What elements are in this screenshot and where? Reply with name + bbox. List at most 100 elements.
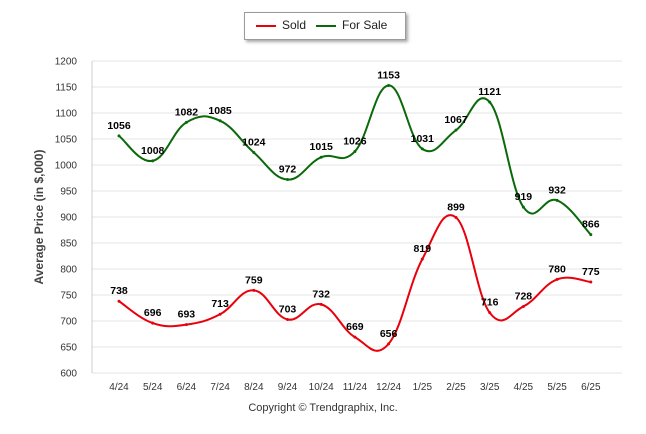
legend-label-for-sale: For Sale bbox=[342, 18, 388, 32]
data-point-sold bbox=[286, 317, 289, 321]
data-point-sold bbox=[521, 304, 525, 308]
data-point-for-sale bbox=[521, 205, 525, 209]
data-point-for-sale bbox=[589, 233, 593, 237]
data-label-sold: 819 bbox=[414, 243, 432, 255]
data-label-sold: 728 bbox=[515, 290, 533, 302]
data-point-sold bbox=[555, 277, 559, 281]
data-label-sold: 732 bbox=[312, 288, 330, 300]
data-label-sold: 696 bbox=[144, 307, 162, 319]
legend-swatch-for-sale bbox=[316, 24, 336, 27]
series-line-for-sale bbox=[118, 84, 592, 236]
x-tick-label: 4/24 bbox=[109, 382, 129, 393]
data-point-sold bbox=[353, 335, 357, 339]
data-label-for-sale: 932 bbox=[548, 184, 566, 196]
data-label-sold: 775 bbox=[582, 266, 600, 278]
data-label-for-sale: 1056 bbox=[107, 120, 131, 132]
x-tick-label: 4/25 bbox=[514, 382, 534, 393]
data-label-sold: 693 bbox=[178, 309, 196, 321]
y-tick-label: 700 bbox=[60, 317, 77, 328]
data-point-for-sale bbox=[184, 120, 188, 124]
legend-swatch-sold bbox=[256, 24, 276, 27]
y-tick-label: 1050 bbox=[55, 135, 78, 146]
x-tick-label: 1/25 bbox=[413, 382, 433, 393]
x-tick-label: 9/24 bbox=[278, 382, 298, 393]
data-label-for-sale: 1082 bbox=[175, 106, 199, 118]
data-label-for-sale: 1085 bbox=[208, 105, 232, 117]
data-label-for-sale: 866 bbox=[582, 219, 600, 231]
data-label-for-sale: 1026 bbox=[343, 135, 367, 147]
data-point-for-sale bbox=[218, 119, 222, 123]
data-label-for-sale: 1008 bbox=[141, 145, 165, 157]
data-label-sold: 899 bbox=[447, 202, 465, 214]
data-label-for-sale: 919 bbox=[515, 191, 533, 203]
data-label-sold: 703 bbox=[279, 303, 297, 315]
data-point-sold bbox=[420, 257, 424, 261]
data-point-for-sale bbox=[387, 83, 391, 87]
x-tick-label: 6/24 bbox=[177, 382, 197, 393]
data-point-for-sale bbox=[252, 151, 256, 155]
y-tick-label: 950 bbox=[60, 187, 77, 198]
data-label-for-sale: 1153 bbox=[377, 69, 400, 81]
data-label-sold: 656 bbox=[380, 328, 398, 340]
y-tick-label: 1000 bbox=[55, 161, 78, 172]
axes: 600 650 700 750 800 850 900 950 1000 1050 1100 1150… bbox=[55, 57, 601, 394]
data-point-for-sale bbox=[454, 128, 458, 132]
data-point-for-sale bbox=[117, 134, 121, 138]
data-label-sold: 669 bbox=[346, 321, 364, 333]
x-tick-label: 5/25 bbox=[547, 382, 567, 393]
data-point-sold bbox=[252, 288, 256, 292]
legend-item-sold[interactable]: Sold bbox=[256, 18, 306, 32]
y-tick-label: 900 bbox=[60, 213, 77, 224]
data-point-for-sale bbox=[555, 198, 559, 202]
x-tick-label: 10/24 bbox=[309, 382, 334, 393]
data-point-sold bbox=[218, 312, 222, 316]
data-point-sold bbox=[319, 302, 323, 306]
data-point-sold bbox=[117, 299, 121, 303]
y-axis-title: Average Price (in $,000) bbox=[32, 149, 46, 285]
grid bbox=[92, 60, 622, 374]
data-point-for-sale bbox=[319, 155, 323, 159]
x-tick-label: 12/24 bbox=[376, 382, 401, 393]
data-label-for-sale: 972 bbox=[279, 164, 297, 176]
x-tick-label: 7/24 bbox=[210, 382, 230, 393]
data-label-for-sale: 1067 bbox=[444, 114, 468, 126]
data-label-for-sale: 1024 bbox=[242, 137, 266, 149]
data-label-sold: 738 bbox=[110, 285, 128, 297]
x-tick-label: 11/24 bbox=[343, 382, 368, 393]
legend: Sold For Sale bbox=[244, 12, 406, 40]
data-point-for-sale bbox=[353, 149, 357, 153]
data-label-for-sale: 1015 bbox=[310, 141, 334, 153]
data-point-sold bbox=[184, 323, 188, 327]
y-tick-label: 750 bbox=[60, 291, 77, 302]
x-tick-label: 8/24 bbox=[244, 382, 264, 393]
copyright-credit: Copyright © Trendgraphix, Inc. bbox=[248, 402, 398, 414]
data-label-sold: 716 bbox=[481, 297, 499, 309]
legend-label-sold: Sold bbox=[282, 18, 307, 32]
data-labels: 738 696 693 713 759 703 732 669 656 819 899 716 728 7… bbox=[107, 69, 599, 339]
legend-item-for-sale[interactable]: For Sale bbox=[316, 18, 387, 32]
data-label-sold: 713 bbox=[211, 298, 229, 310]
y-tick-label: 1200 bbox=[55, 57, 78, 68]
data-point-sold bbox=[454, 216, 458, 220]
y-tick-label: 850 bbox=[60, 239, 77, 250]
y-tick-label: 800 bbox=[60, 265, 77, 276]
x-tick-label: 3/25 bbox=[480, 382, 500, 393]
data-label-for-sale: 1031 bbox=[411, 133, 435, 145]
data-label-for-sale: 1121 bbox=[478, 86, 501, 98]
x-tick-label: 2/25 bbox=[446, 382, 466, 393]
data-point-sold bbox=[387, 342, 391, 346]
series-group bbox=[117, 83, 593, 352]
y-tick-label: 600 bbox=[60, 369, 77, 380]
data-point-for-sale bbox=[286, 178, 289, 182]
data-point-sold bbox=[151, 321, 155, 325]
x-tick-label: 6/25 bbox=[581, 382, 601, 393]
y-tick-label: 1100 bbox=[55, 109, 77, 120]
y-tick-label: 650 bbox=[60, 343, 77, 354]
data-label-sold: 759 bbox=[245, 274, 263, 286]
data-point-sold bbox=[488, 311, 492, 315]
data-point-for-sale bbox=[488, 100, 492, 104]
data-label-sold: 780 bbox=[548, 263, 566, 275]
x-tick-label: 5/24 bbox=[143, 382, 163, 393]
y-tick-label: 1150 bbox=[55, 83, 77, 94]
